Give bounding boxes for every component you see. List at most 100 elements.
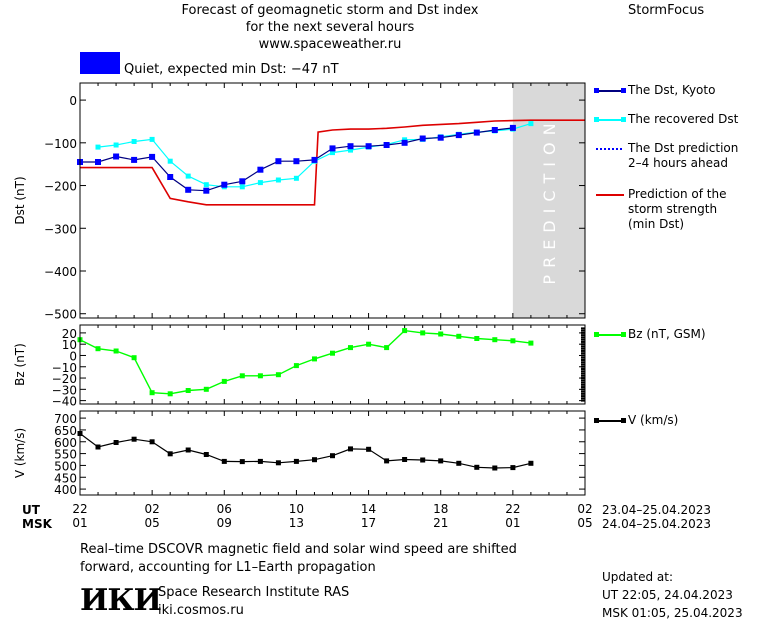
institute-name: Space Research Institute RAS (158, 585, 350, 600)
bz-point (366, 341, 372, 347)
msk-tick-label: 17 (361, 516, 376, 530)
v-point (239, 459, 245, 465)
y-tick-label: −200 (44, 180, 77, 194)
y-tick-label: 650 (54, 424, 77, 438)
v-point (95, 444, 101, 450)
bz-point (185, 388, 191, 393)
y-tick-label: 400 (54, 483, 77, 497)
bz-point (438, 331, 444, 337)
v-point (402, 457, 408, 462)
recovered-dst-point (149, 136, 155, 142)
bz-point (275, 372, 281, 378)
legend-storm-label-1: Prediction of the (628, 187, 727, 201)
kyoto-dst-point (473, 129, 480, 136)
bz-point (402, 328, 408, 334)
kyoto-dst-point (203, 187, 210, 194)
v-point (312, 457, 317, 463)
msk-axis-label: MSK (22, 517, 52, 531)
recovered-dst-point (95, 144, 101, 150)
ut-tick-label: 06 (217, 502, 232, 516)
y-tick-label: 10 (62, 338, 77, 352)
ut-tick-label: 10 (289, 502, 304, 516)
v-point (456, 460, 462, 466)
y-tick-label: −40 (52, 395, 77, 409)
kyoto-dst-point (383, 142, 390, 148)
kyoto-dst-point (329, 145, 336, 152)
institute-info: Space Research Institute RAS iki.cosmos.… (158, 584, 349, 620)
kyoto-dst-point (509, 124, 516, 131)
bz-point (293, 363, 299, 369)
legend-prediction-label-2: 2–4 hours ahead (628, 156, 728, 170)
recovered-dst-point (293, 175, 299, 181)
footer-note-line1: Real–time DSCOVR magnetic field and sola… (80, 542, 517, 557)
ut-tick-label: 02 (577, 502, 592, 516)
v-point (167, 451, 173, 457)
legend-storm-label-3: (min Dst) (628, 217, 685, 231)
legend-v-label: V (km/s) (628, 413, 679, 427)
bz-point (95, 346, 101, 352)
bz-point (167, 391, 173, 397)
kyoto-dst-point (275, 158, 282, 165)
v-point (113, 440, 119, 445)
recovered-dst-point (167, 158, 173, 164)
kyoto-dst-point (401, 139, 408, 146)
kyoto-dst-point (293, 158, 300, 165)
msk-tick-label: 01 (505, 516, 520, 530)
kyoto-dst-point (185, 186, 192, 193)
bz-point (239, 373, 245, 379)
msk-date-range: 24.04–25.04.2023 (602, 517, 712, 531)
kyoto-dst-point (365, 143, 372, 150)
status-text: Quiet, expected min Dst: −47 nT (124, 62, 339, 77)
recovered-dst-point (257, 180, 263, 186)
recovered-dst-point (330, 150, 335, 156)
bz-point (149, 390, 155, 396)
legend-kyoto-symbol-marker (594, 88, 599, 93)
legend-storm-label-2: storm strength (628, 202, 718, 216)
v-point (221, 458, 227, 464)
v-point (510, 465, 516, 471)
y-tick-label: −100 (44, 137, 77, 151)
bz-point (257, 373, 263, 379)
bz-point (203, 386, 209, 392)
legend-prediction-label-1: The Dst prediction (628, 141, 739, 155)
website-link[interactable]: www.spaceweather.ru (258, 37, 402, 52)
institute-website[interactable]: iki.cosmos.ru (158, 603, 244, 618)
brand-name: StormFocus (628, 3, 705, 18)
kyoto-dst-point (437, 134, 444, 141)
legend-recovered-symbol-marker (594, 117, 599, 122)
recovered-dst-point (528, 121, 534, 127)
v-point (528, 460, 534, 466)
bz-point (113, 348, 119, 354)
msk-tick-label: 01 (72, 516, 87, 530)
msk-tick-label: 09 (217, 516, 232, 530)
v-point (149, 439, 155, 445)
ut-axis-label: UT (22, 503, 40, 517)
y-tick-label: −500 (44, 308, 77, 322)
recovered-dst-line (97, 123, 532, 188)
legend-bz-symbol-marker (621, 332, 626, 337)
recovered-dst-point (239, 184, 245, 190)
legend-bz-label: Bz (nT, GSM) (628, 327, 706, 341)
recovered-dst-point (348, 147, 353, 153)
y-axis-title: Dst (nT) (13, 176, 27, 224)
bz-point (420, 330, 426, 336)
recovered-dst-point (131, 139, 137, 144)
bz-point (330, 350, 335, 356)
footer-note-line2: forward, accounting for L1–Earth propaga… (80, 560, 376, 575)
v-point (420, 457, 426, 463)
panel-frame (79, 410, 586, 496)
panel-frame (79, 324, 586, 405)
bz-point (221, 378, 227, 384)
recovered-dst-point (185, 173, 191, 179)
legend-recovered-label: The recovered Dst (628, 112, 739, 126)
legend-v-symbol-marker (594, 418, 599, 423)
legend-bz-symbol-marker (594, 332, 599, 337)
footer-note: Real–time DSCOVR magnetic field and sola… (80, 541, 517, 577)
kyoto-dst-point (455, 132, 462, 139)
y-tick-label: 0 (69, 349, 77, 363)
bz-point (131, 355, 137, 361)
ut-tick-label: 14 (361, 502, 376, 516)
kyoto-dst-point (347, 143, 354, 150)
bz-point (384, 345, 390, 351)
